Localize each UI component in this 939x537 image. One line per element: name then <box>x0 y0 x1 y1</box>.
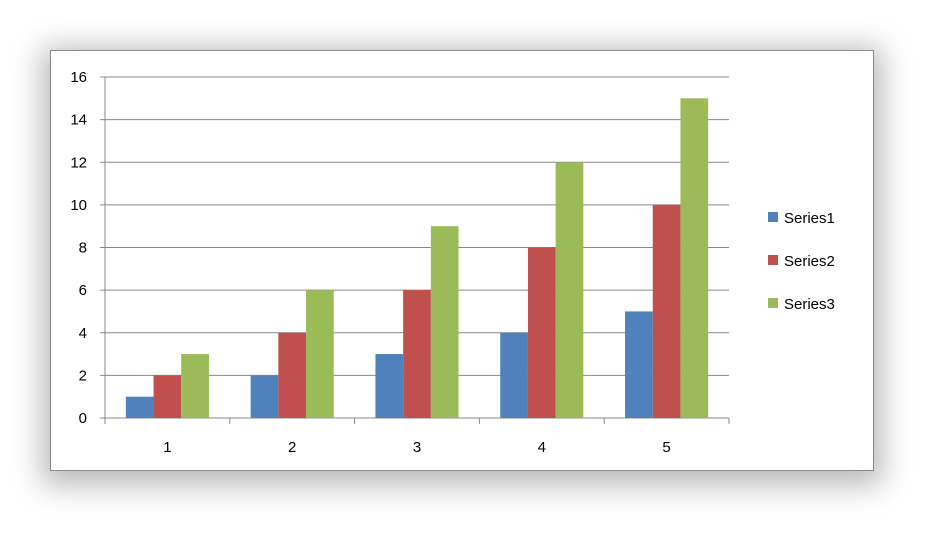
bar-series1 <box>125 396 154 418</box>
y-tick-label: 2 <box>79 367 87 384</box>
x-tick-label: 5 <box>662 439 670 456</box>
legend-label: Series2 <box>784 253 835 270</box>
legend-swatch <box>768 212 778 222</box>
legend-swatch <box>768 255 778 265</box>
bar-series3 <box>181 354 209 418</box>
x-tick-label: 3 <box>413 439 421 456</box>
y-tick-label: 4 <box>79 325 87 342</box>
y-tick-label: 8 <box>79 240 87 257</box>
legend-label: Series1 <box>784 210 835 227</box>
y-tick-label: 14 <box>70 112 87 129</box>
y-tick-label: 0 <box>79 410 87 427</box>
y-tick-label: 12 <box>70 154 87 171</box>
bar-series3 <box>430 226 459 418</box>
bar-series1 <box>375 354 404 418</box>
y-tick-label: 6 <box>79 282 87 299</box>
x-tick-label: 2 <box>288 439 296 456</box>
y-tick-label: 16 <box>70 69 87 86</box>
bar-series3 <box>306 290 334 418</box>
legend-swatch <box>768 298 778 308</box>
bar-series2 <box>403 290 431 418</box>
bar-series2 <box>652 204 681 418</box>
x-tick-label: 1 <box>163 439 171 456</box>
bar-series2 <box>527 247 556 418</box>
x-tick-label: 4 <box>538 439 546 456</box>
bar-series1 <box>250 375 279 418</box>
bar-series2 <box>153 375 182 418</box>
bar-series3 <box>555 162 584 418</box>
y-tick-label: 10 <box>70 197 87 214</box>
bar-series1 <box>625 311 653 418</box>
legend-label: Series3 <box>784 296 835 313</box>
bar-series1 <box>500 332 528 418</box>
bar-series3 <box>680 98 709 418</box>
bar-series2 <box>278 332 307 418</box>
